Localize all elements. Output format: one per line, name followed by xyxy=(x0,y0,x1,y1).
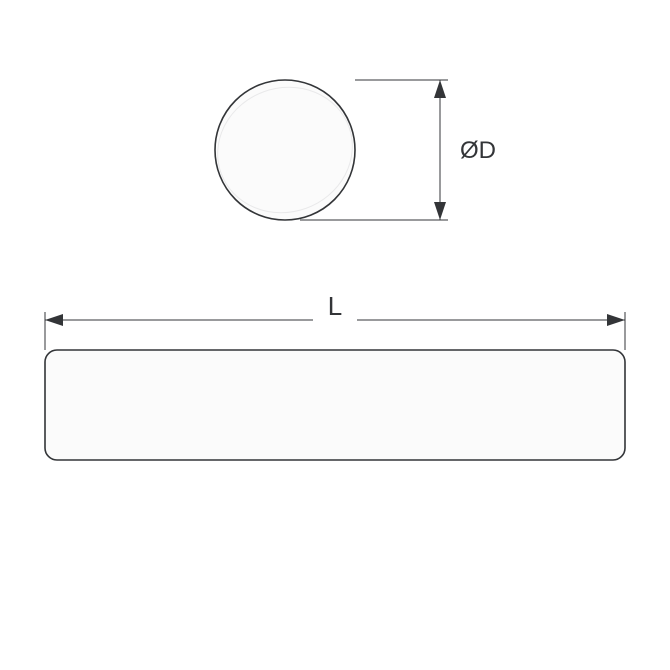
l-label: L xyxy=(328,291,342,321)
side-view-rect xyxy=(45,350,625,460)
end-view-circle xyxy=(215,80,355,220)
technical-drawing: ØD L xyxy=(0,0,670,670)
d-label: ØD xyxy=(460,137,496,164)
